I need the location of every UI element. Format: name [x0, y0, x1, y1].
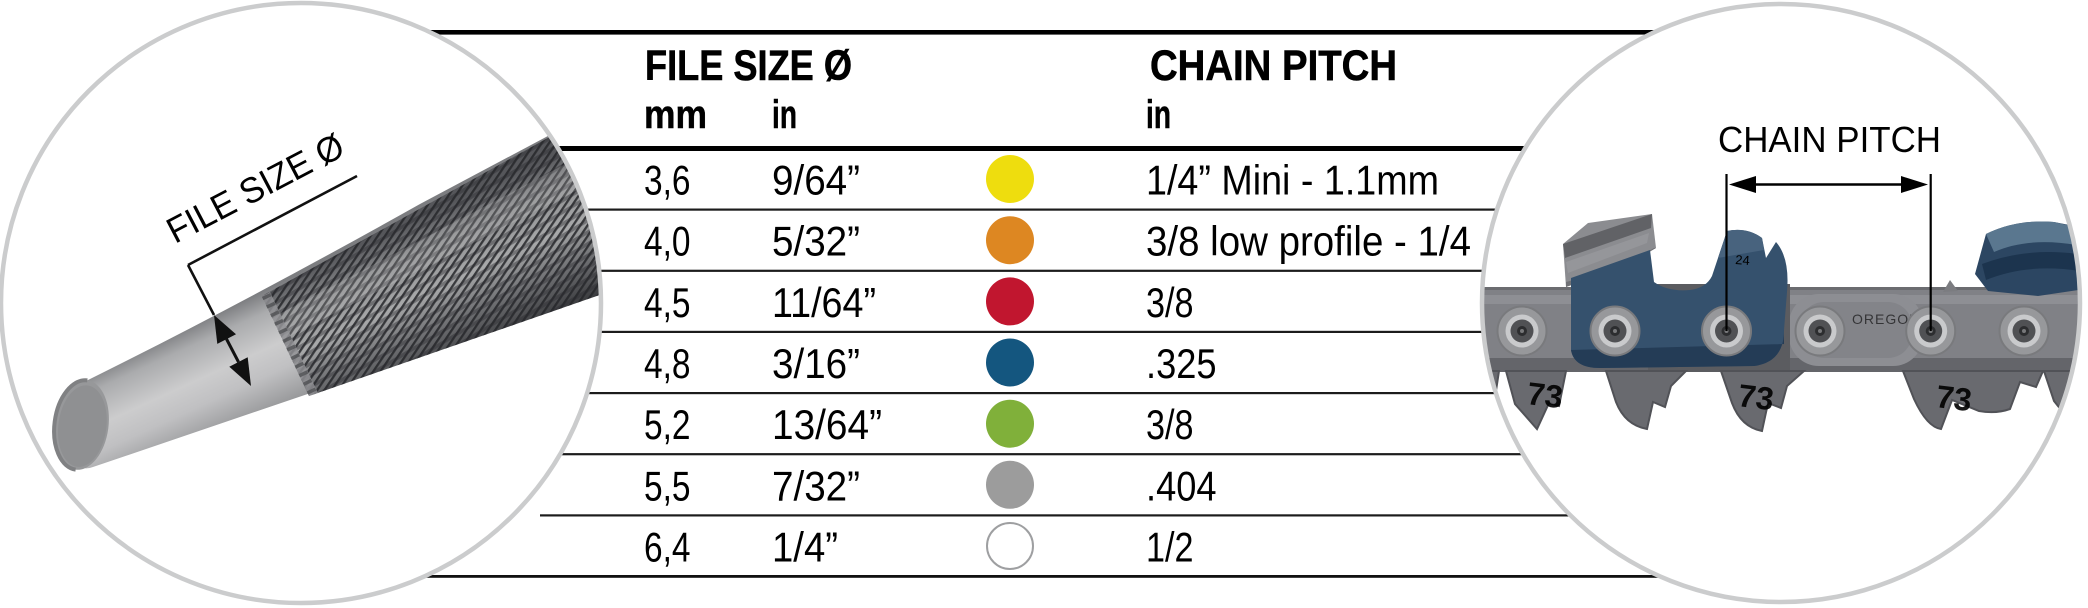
- svg-text:3/8: 3/8: [1146, 279, 1194, 326]
- svg-text:73: 73: [1736, 377, 1776, 417]
- svg-text:3/16”: 3/16”: [772, 340, 860, 387]
- svg-text:1/4”: 1/4”: [772, 524, 838, 571]
- svg-text:3/8 low profile - 1/4: 3/8 low profile - 1/4: [1146, 218, 1471, 265]
- svg-text:CHAIN PITCH: CHAIN PITCH: [1718, 119, 1941, 160]
- svg-text:13/64”: 13/64”: [772, 401, 882, 448]
- svg-text:73: 73: [1525, 375, 1565, 415]
- svg-text:3,6: 3,6: [644, 157, 691, 204]
- svg-text:4,0: 4,0: [644, 218, 691, 265]
- svg-text:OREGON: OREGON: [1852, 311, 1920, 327]
- svg-text:3/8: 3/8: [1146, 401, 1194, 448]
- svg-text:5,5: 5,5: [644, 462, 691, 509]
- svg-text:in: in: [1146, 93, 1171, 137]
- svg-text:9/64”: 9/64”: [772, 157, 860, 204]
- svg-text:CHAIN PITCH: CHAIN PITCH: [1150, 42, 1397, 90]
- svg-text:1/2: 1/2: [1146, 524, 1194, 571]
- svg-text:24: 24: [1735, 252, 1750, 268]
- svg-text:4,8: 4,8: [644, 340, 691, 387]
- svg-text:5/32”: 5/32”: [772, 218, 860, 265]
- svg-text:7/32”: 7/32”: [772, 462, 860, 509]
- svg-text:1/4” Mini - 1.1mm: 1/4” Mini - 1.1mm: [1146, 157, 1439, 204]
- svg-text:.325: .325: [1146, 340, 1217, 387]
- svg-text:6,4: 6,4: [644, 524, 691, 571]
- svg-text:.404: .404: [1146, 462, 1217, 509]
- svg-text:11/64”: 11/64”: [772, 279, 876, 326]
- svg-text:5,2: 5,2: [644, 401, 691, 448]
- svg-text:in: in: [772, 93, 797, 137]
- svg-text:73: 73: [1934, 378, 1974, 418]
- svg-text:4,5: 4,5: [644, 279, 691, 326]
- svg-text:FILE SIZE Ø: FILE SIZE Ø: [645, 42, 852, 90]
- svg-text:mm: mm: [644, 93, 707, 137]
